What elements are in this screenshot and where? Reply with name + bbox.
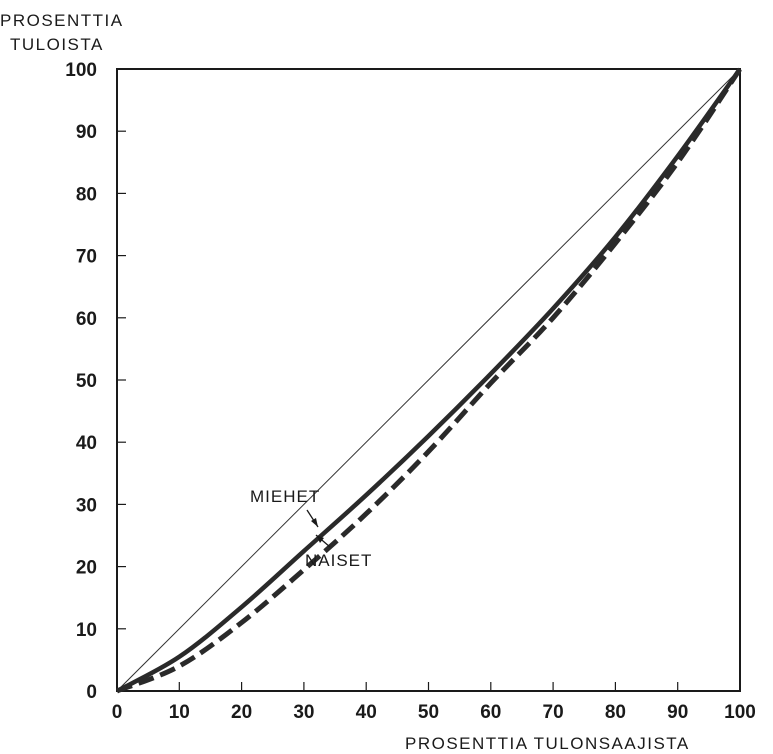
x-tick-label-60: 60 [480, 702, 501, 723]
y-tick-label-100: 100 [65, 60, 97, 81]
x-tick-label-70: 70 [543, 702, 564, 723]
y-tick-label-50: 50 [76, 371, 97, 392]
x-tick-label-30: 30 [293, 702, 314, 723]
y-axis-title-line-2: TULOISTA [10, 35, 104, 54]
miehet-arrowhead [311, 518, 318, 527]
equality-diagonal-line [116, 68, 741, 692]
axis-tick-labels: 0 10 20 30 40 50 60 70 80 90 100 0 10 20 30 40 50 60 70 80 9… [65, 60, 756, 723]
y-tick-label-40: 40 [76, 433, 97, 454]
x-tick-label-90: 90 [667, 702, 688, 723]
naiset-arrowhead [316, 535, 324, 543]
y-tick-label-10: 10 [76, 620, 97, 641]
x-tick-label-20: 20 [231, 702, 252, 723]
x-tick-label-80: 80 [605, 702, 626, 723]
y-axis-title-line-1: PROSENTTIA [0, 11, 124, 30]
chart-series [115, 67, 743, 694]
y-tick-label-60: 60 [76, 309, 97, 330]
y-tick-label-0: 0 [86, 682, 97, 703]
y-tick-label-90: 90 [76, 122, 97, 143]
series-line-naiset [116, 67, 743, 694]
x-tick-label-10: 10 [169, 702, 190, 723]
chart-annotations: MIEHET NAISET [250, 487, 372, 570]
x-tick-label-40: 40 [356, 702, 377, 723]
x-tick-label-50: 50 [418, 702, 439, 723]
y-tick-label-70: 70 [76, 247, 97, 268]
axis-ticks [117, 130, 679, 691]
miehet-label: MIEHET [250, 487, 320, 506]
series-line-miehet [115, 67, 742, 693]
y-tick-label-20: 20 [76, 558, 97, 579]
y-tick-label-30: 30 [76, 495, 97, 516]
x-axis-title: PROSENTTIA TULONSAAJISTA [405, 734, 690, 753]
x-tick-label-100: 100 [724, 702, 756, 723]
y-tick-label-80: 80 [76, 184, 97, 205]
x-tick-label-0: 0 [112, 702, 123, 723]
naiset-label: NAISET [305, 551, 372, 570]
